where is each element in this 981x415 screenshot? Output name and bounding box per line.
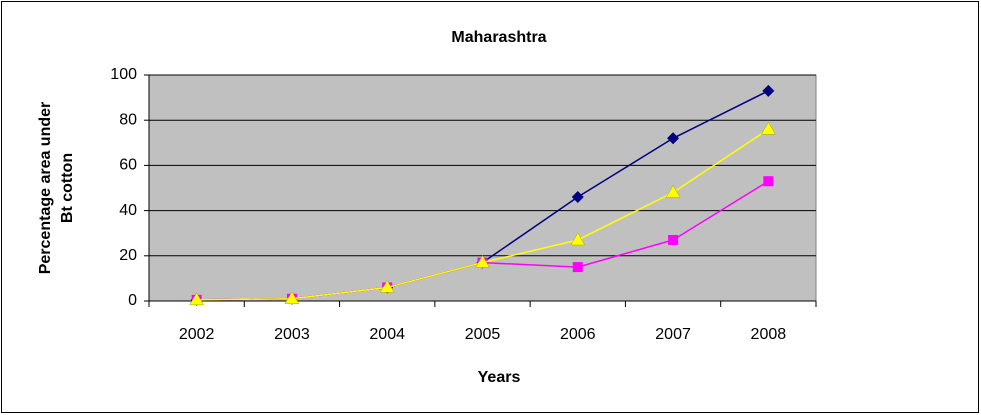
marker [379,279,395,293]
y-axis-label-line: Bt cotton [59,153,76,223]
marker [763,176,774,187]
y-tick-label: 40 [119,202,137,219]
marker [762,84,775,97]
x-tick-label: 2003 [274,326,310,343]
marker [571,191,584,204]
y-tick-label: 0 [128,292,137,309]
x-tick-label: 2004 [369,326,405,343]
y-axis-label: Percentage area under Bt cotton [37,102,76,275]
marker [760,121,776,135]
marker [475,255,490,268]
y-axis-label-line: Percentage area under [37,102,54,275]
x-tick-label: 2007 [655,326,691,343]
y-tick-label: 20 [119,247,137,264]
marker [189,292,205,306]
x-tick-label: 2005 [465,326,501,343]
y-tick-label: 60 [119,157,137,174]
x-tick-label: 2008 [751,326,787,343]
y-tick-label: 100 [110,66,137,83]
marker [667,132,680,145]
x-tick-label: 2006 [560,326,596,343]
marker [668,234,679,245]
marker [572,262,583,273]
marker [570,232,586,246]
marker [284,291,300,304]
y-tick-label: 80 [119,111,137,128]
chart-title: Maharashtra [451,29,546,46]
x-tick-label: 2002 [179,326,215,343]
marker [665,185,681,198]
x-axis-label: Years [478,369,521,386]
